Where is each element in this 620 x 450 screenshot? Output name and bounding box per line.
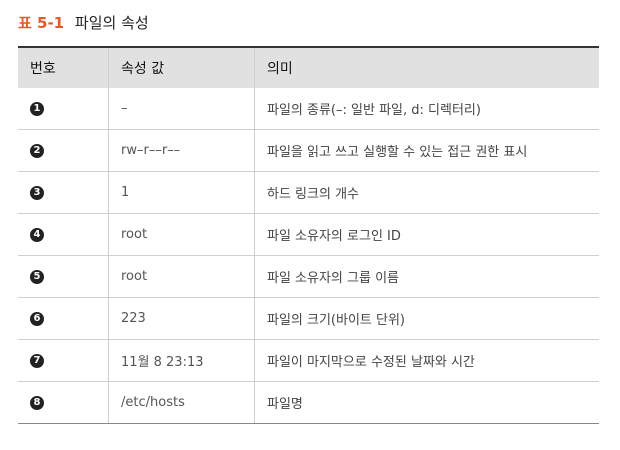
header-number: 번호 xyxy=(30,61,56,77)
number-badge: 6 xyxy=(30,311,44,326)
table-row: 7 11월 8 23:13 파일이 마지막으로 수정된 날짜와 시간 xyxy=(18,339,599,382)
table-row: 3 1 하드 링크의 개수 xyxy=(18,171,599,214)
row-number-cell: 8 xyxy=(18,381,109,424)
meaning-cell: 파일의 종류(–: 일반 파일, d: 디렉터리) xyxy=(254,88,599,130)
table-header-row: 번호 속성 값 의미 xyxy=(18,47,599,88)
header-attribute-value: 속성 값 xyxy=(108,47,255,88)
table-number: 표 5-1 xyxy=(18,14,65,32)
number-badge: 2 xyxy=(30,143,44,158)
attribute-value-cell: 223 xyxy=(108,297,255,340)
header-meaning: 의미 xyxy=(254,47,599,88)
attribute-value-cell: – xyxy=(108,88,255,130)
attribute-value-cell: rw–r––r–– xyxy=(108,129,255,172)
row-number-cell: 5 xyxy=(18,255,109,298)
table-caption: 표 5-1 파일의 속성 xyxy=(18,12,149,33)
row-number-cell: 6 xyxy=(18,297,109,340)
meaning-cell: 파일 소유자의 그룹 이름 xyxy=(254,255,599,298)
table-row: 6 223 파일의 크기(바이트 단위) xyxy=(18,297,599,340)
file-attributes-table: 번호 속성 값 의미 1 – 파일의 종류(–: 일반 파일, d: 디렉터리)… xyxy=(18,46,599,424)
table-row: 2 rw–r––r–– 파일을 읽고 쓰고 실행할 수 있는 접근 권한 표시 xyxy=(18,129,599,172)
number-badge: 5 xyxy=(30,269,44,284)
row-number-cell: 1 xyxy=(18,88,109,130)
meaning-cell: 파일 소유자의 로그인 ID xyxy=(254,213,599,256)
meaning-cell: 파일을 읽고 쓰고 실행할 수 있는 접근 권한 표시 xyxy=(254,129,599,172)
attribute-value-cell: root xyxy=(108,255,255,298)
number-badge: 3 xyxy=(30,185,44,200)
number-badge: 8 xyxy=(30,395,44,410)
meaning-cell: 하드 링크의 개수 xyxy=(254,171,599,214)
attribute-value-cell: /etc/hosts xyxy=(108,381,255,424)
table-row: 8 /etc/hosts 파일명 xyxy=(18,381,599,424)
row-number-cell: 3 xyxy=(18,171,109,214)
meaning-cell: 파일명 xyxy=(254,381,599,424)
number-badge: 1 xyxy=(30,101,44,116)
table-row: 4 root 파일 소유자의 로그인 ID xyxy=(18,213,599,256)
attribute-value-cell: 1 xyxy=(108,171,255,214)
row-number-cell: 4 xyxy=(18,213,109,256)
meaning-cell: 파일이 마지막으로 수정된 날짜와 시간 xyxy=(254,339,599,382)
attribute-value-cell: 11월 8 23:13 xyxy=(108,339,255,382)
meaning-cell: 파일의 크기(바이트 단위) xyxy=(254,297,599,340)
attribute-value-cell: root xyxy=(108,213,255,256)
row-number-cell: 2 xyxy=(18,129,109,172)
table-title: 파일의 속성 xyxy=(74,14,149,32)
table-row: 1 – 파일의 종류(–: 일반 파일, d: 디렉터리) xyxy=(18,88,599,130)
number-badge: 7 xyxy=(30,353,44,368)
row-number-cell: 7 xyxy=(18,339,109,382)
number-badge: 4 xyxy=(30,227,44,242)
table-row: 5 root 파일 소유자의 그룹 이름 xyxy=(18,255,599,298)
